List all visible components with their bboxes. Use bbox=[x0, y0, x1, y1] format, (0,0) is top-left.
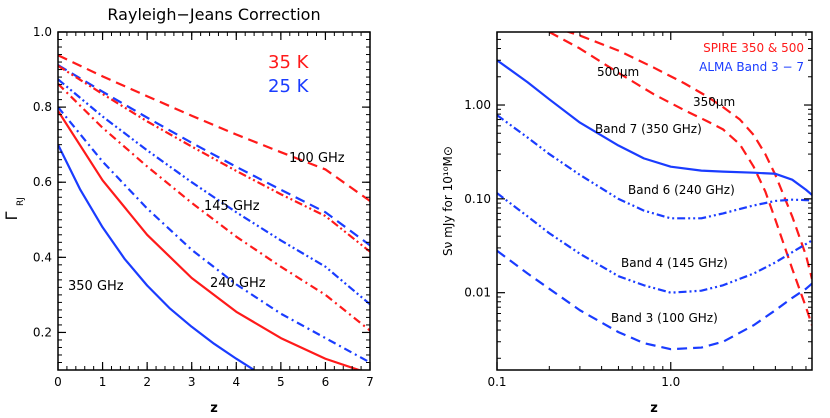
left-x-tick-label: 7 bbox=[366, 375, 374, 389]
left-y-axis-label-group: Γ RJ bbox=[2, 197, 26, 220]
right-series-band-7-350-ghz bbox=[497, 59, 812, 196]
label-band6: Band 6 (240 GHz) bbox=[628, 183, 735, 197]
left-x-tick-label: 1 bbox=[99, 375, 107, 389]
right-series-group bbox=[497, 32, 812, 351]
right-plot-frame bbox=[496, 31, 813, 371]
label-band7: Band 7 (350 GHz) bbox=[595, 122, 702, 136]
left-y-axis-label-sub: RJ bbox=[16, 197, 26, 206]
left-x-axis-label: z bbox=[210, 401, 218, 416]
left-axes: 0 1 2 3 4 5 6 7 0.2 0.4 0.6 0.8 1.0 bbox=[33, 25, 374, 389]
right-axes: 0.1 1.0 0.01 0.10 1.00 bbox=[464, 31, 812, 389]
left-x-tick-label: 2 bbox=[143, 375, 151, 389]
right-y-axis-label: Sν mJy for 10¹⁰M⊙ bbox=[441, 146, 455, 256]
right-y-tick-label: 1.00 bbox=[464, 98, 491, 112]
left-y-tick-label: 0.8 bbox=[33, 100, 52, 114]
left-x-tick-label: 6 bbox=[322, 375, 330, 389]
right-panel: 0.1 1.0 0.01 0.10 1.00 z Sν mJy for 10¹⁰M⊙ S… bbox=[441, 31, 813, 416]
label-145ghz: 145 GHz bbox=[204, 199, 260, 214]
legend-spire: SPIRE 350 & 500 bbox=[703, 41, 804, 55]
label-band3: Band 3 (100 GHz) bbox=[611, 311, 718, 325]
right-x-axis-label: z bbox=[650, 401, 658, 416]
left-series-145-ghz-25-k bbox=[58, 78, 370, 306]
left-series-100-ghz-25-k bbox=[58, 64, 370, 247]
right-x-tick-label: 1.0 bbox=[661, 375, 680, 389]
right-y-tick-label: 0.01 bbox=[464, 286, 491, 300]
right-series-spire-350-m bbox=[548, 32, 812, 326]
left-series-240-ghz-25-k bbox=[58, 106, 370, 364]
left-series-240-ghz-35-k bbox=[58, 83, 370, 332]
left-x-tick-label: 3 bbox=[188, 375, 196, 389]
left-x-tick-label: 5 bbox=[277, 375, 285, 389]
label-240ghz: 240 GHz bbox=[210, 276, 266, 291]
left-series-group bbox=[58, 54, 370, 370]
left-panel: Rayleigh−Jeans Correction 0 1 2 3 4 5 6 7 0.2 0.4… bbox=[2, 5, 374, 416]
right-series-band-3-100-ghz bbox=[497, 249, 812, 351]
legend-35k: 35 K bbox=[268, 52, 310, 73]
label-350ghz: 350 GHz bbox=[68, 279, 124, 294]
label-350um: 350μm bbox=[693, 95, 735, 109]
left-series-100-ghz-35-k bbox=[58, 54, 370, 202]
right-x-tick-label: 0.1 bbox=[487, 375, 506, 389]
label-100ghz: 100 GHz bbox=[289, 151, 345, 166]
left-y-tick-label: 0.6 bbox=[33, 175, 52, 189]
left-series-350-ghz-35-k bbox=[58, 110, 363, 370]
right-y-axis-label-group: Sν mJy for 10¹⁰M⊙ bbox=[441, 146, 455, 256]
right-series-band-4-145-ghz bbox=[497, 192, 812, 294]
left-plot-frame bbox=[57, 31, 371, 371]
left-y-axis-label: Γ bbox=[2, 211, 21, 220]
left-y-tick-label: 0.4 bbox=[33, 250, 52, 264]
right-series-spire-500-m bbox=[565, 32, 812, 280]
legend-alma: ALMA Band 3 − 7 bbox=[699, 60, 804, 74]
left-y-tick-label: 1.0 bbox=[33, 25, 52, 39]
label-500um: 500μm bbox=[597, 65, 639, 79]
right-y-tick-label: 0.10 bbox=[464, 192, 491, 206]
left-series-350-ghz-25-k bbox=[58, 144, 255, 370]
left-chart-title: Rayleigh−Jeans Correction bbox=[107, 5, 320, 24]
left-x-tick-label: 4 bbox=[232, 375, 240, 389]
left-y-tick-label: 0.2 bbox=[33, 325, 52, 339]
legend-25k: 25 K bbox=[268, 76, 310, 97]
left-series-145-ghz-35-k bbox=[58, 64, 370, 253]
label-band4: Band 4 (145 GHz) bbox=[621, 256, 728, 270]
left-x-tick-label: 0 bbox=[54, 375, 62, 389]
